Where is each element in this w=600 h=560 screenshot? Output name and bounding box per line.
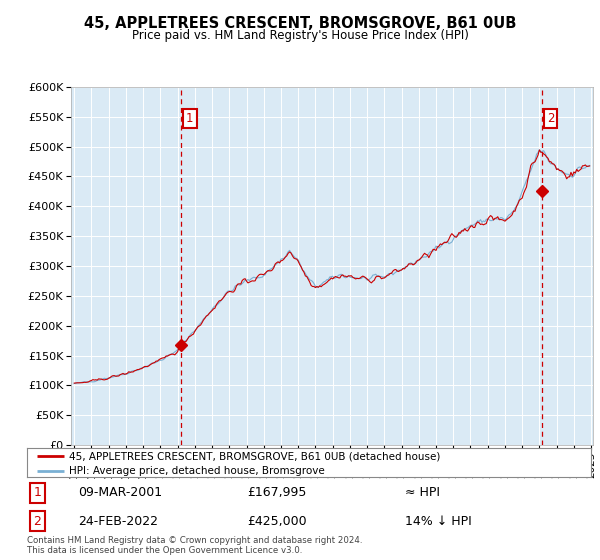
Text: £425,000: £425,000 xyxy=(247,515,307,528)
Text: 24-FEB-2022: 24-FEB-2022 xyxy=(78,515,158,528)
Text: 1: 1 xyxy=(186,112,194,125)
Text: 09-MAR-2001: 09-MAR-2001 xyxy=(78,486,162,499)
Text: ≈ HPI: ≈ HPI xyxy=(405,486,440,499)
Text: 45, APPLETREES CRESCENT, BROMSGROVE, B61 0UB (detached house): 45, APPLETREES CRESCENT, BROMSGROVE, B61… xyxy=(70,451,440,461)
Text: £167,995: £167,995 xyxy=(247,486,307,499)
Text: 2: 2 xyxy=(547,112,554,125)
Text: Contains HM Land Registry data © Crown copyright and database right 2024.
This d: Contains HM Land Registry data © Crown c… xyxy=(27,536,362,556)
Text: 1: 1 xyxy=(33,486,41,499)
Text: HPI: Average price, detached house, Bromsgrove: HPI: Average price, detached house, Brom… xyxy=(70,466,325,475)
Text: Price paid vs. HM Land Registry's House Price Index (HPI): Price paid vs. HM Land Registry's House … xyxy=(131,29,469,42)
Text: 2: 2 xyxy=(33,515,41,528)
Text: 45, APPLETREES CRESCENT, BROMSGROVE, B61 0UB: 45, APPLETREES CRESCENT, BROMSGROVE, B61… xyxy=(84,16,516,31)
Text: 14% ↓ HPI: 14% ↓ HPI xyxy=(405,515,472,528)
